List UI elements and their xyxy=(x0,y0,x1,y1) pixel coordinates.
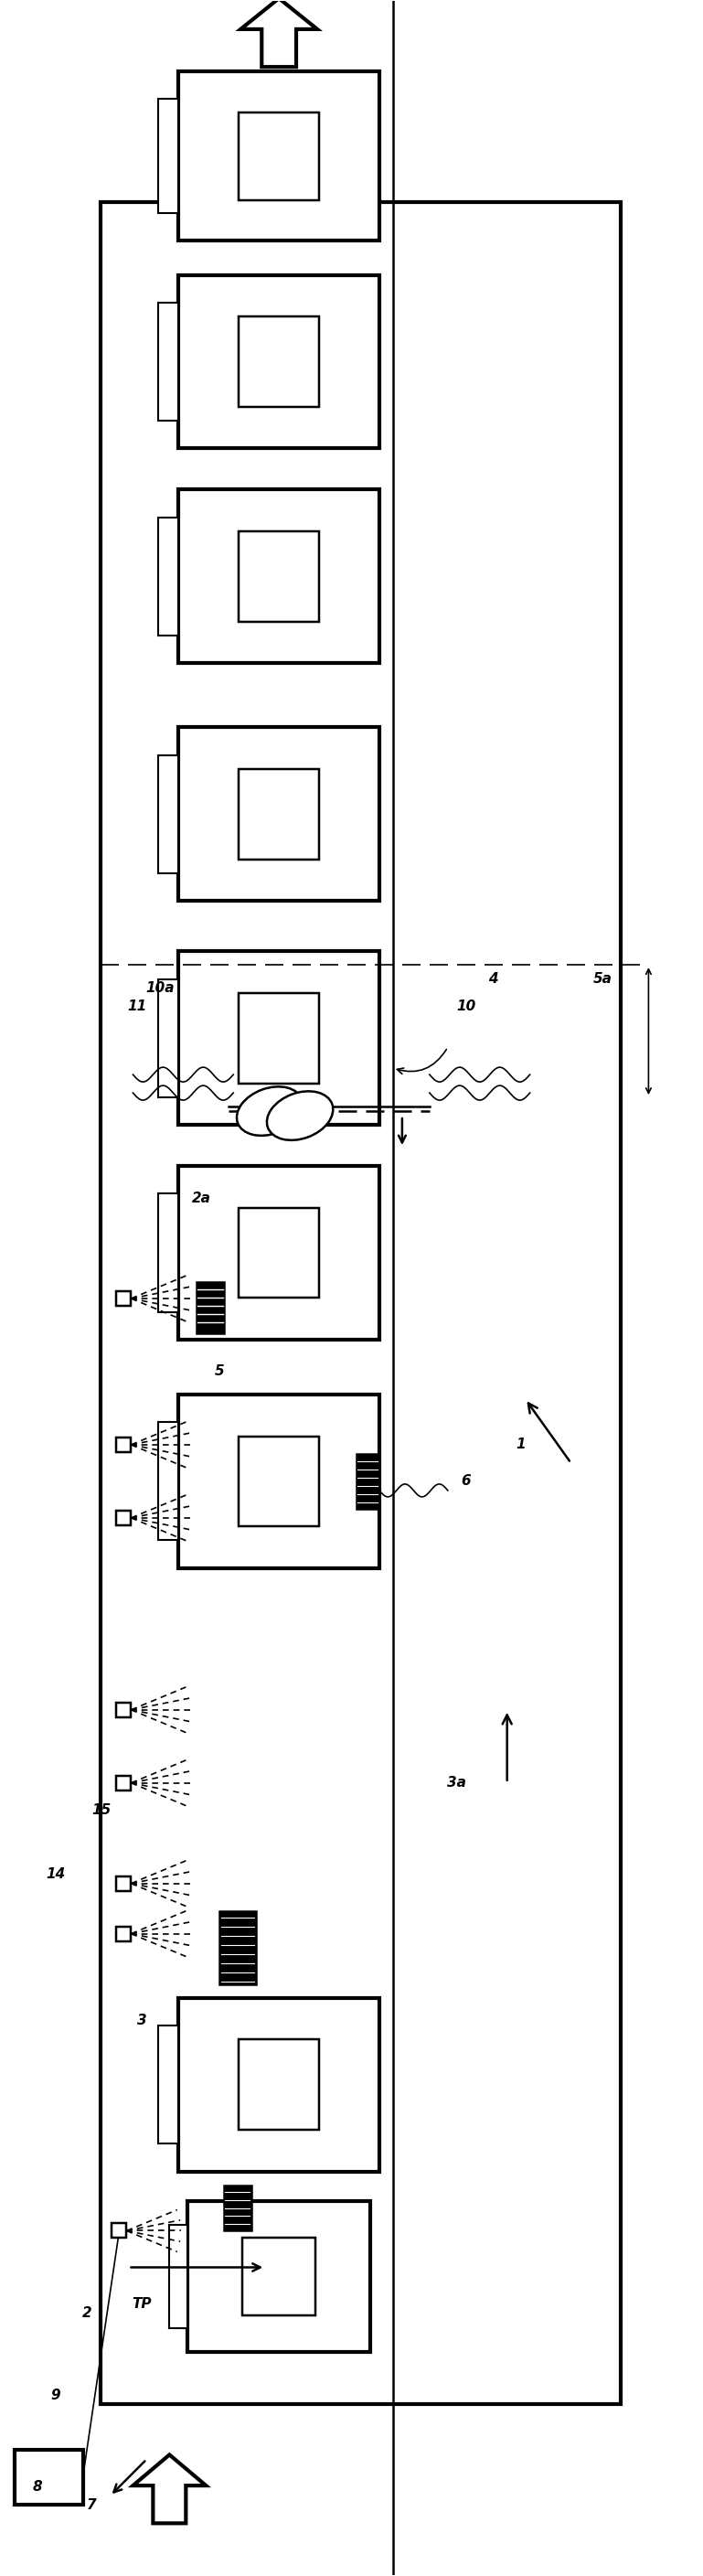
Text: 5: 5 xyxy=(215,1365,224,1378)
Text: 7: 7 xyxy=(87,2499,97,2512)
Bar xyxy=(158,1193,179,1311)
Bar xyxy=(239,317,319,407)
Ellipse shape xyxy=(267,1092,333,1141)
Bar xyxy=(158,518,179,636)
Ellipse shape xyxy=(237,1087,303,1136)
Text: 5a: 5a xyxy=(593,971,612,987)
Text: 14: 14 xyxy=(46,1868,65,1880)
Bar xyxy=(112,2223,127,2239)
Bar xyxy=(239,531,319,621)
Bar xyxy=(239,1208,319,1298)
Bar xyxy=(243,2239,316,2316)
Bar xyxy=(158,755,179,873)
Bar xyxy=(239,992,319,1082)
Bar xyxy=(117,1927,131,1942)
Text: 10: 10 xyxy=(456,999,476,1012)
Text: 6: 6 xyxy=(461,1473,471,1489)
Text: 4: 4 xyxy=(489,971,498,987)
Bar xyxy=(117,1775,131,1790)
Bar xyxy=(224,2184,252,2231)
Text: 2a: 2a xyxy=(192,1190,211,1206)
Bar xyxy=(158,98,179,214)
Text: 11: 11 xyxy=(128,999,147,1012)
Bar xyxy=(179,489,380,662)
Bar xyxy=(239,1437,319,1528)
Text: 1: 1 xyxy=(516,1437,526,1453)
Bar xyxy=(239,2040,319,2130)
Polygon shape xyxy=(133,2455,206,2524)
Text: 8: 8 xyxy=(32,2481,42,2494)
Bar xyxy=(101,201,621,2403)
Text: TP: TP xyxy=(132,2298,152,2311)
Bar xyxy=(239,111,319,201)
Bar xyxy=(179,1167,380,1340)
Bar xyxy=(158,979,179,1097)
Polygon shape xyxy=(240,0,317,67)
Bar xyxy=(356,1453,380,1510)
Bar xyxy=(117,1875,131,1891)
Bar xyxy=(179,72,380,240)
Bar xyxy=(169,2226,188,2329)
Bar xyxy=(179,726,380,902)
Bar xyxy=(158,1422,179,1540)
Bar xyxy=(219,1911,256,1984)
Bar xyxy=(179,276,380,448)
Text: 3: 3 xyxy=(137,2014,147,2027)
Bar xyxy=(239,770,319,860)
Bar xyxy=(188,2200,370,2352)
Text: 9: 9 xyxy=(51,2388,60,2403)
Bar xyxy=(179,1394,380,1569)
Bar xyxy=(14,2450,83,2504)
Bar xyxy=(117,1437,131,1453)
Text: 2: 2 xyxy=(82,2306,92,2321)
Bar xyxy=(117,1703,131,1718)
Text: 3a: 3a xyxy=(447,1775,466,1790)
Text: 10a: 10a xyxy=(146,981,175,994)
Bar xyxy=(179,951,380,1126)
Bar xyxy=(117,1291,131,1306)
Text: 15: 15 xyxy=(91,1803,111,1816)
Bar xyxy=(117,1510,131,1525)
Bar xyxy=(197,1283,224,1334)
Bar xyxy=(158,301,179,420)
Bar xyxy=(179,1999,380,2172)
Bar xyxy=(158,2025,179,2143)
